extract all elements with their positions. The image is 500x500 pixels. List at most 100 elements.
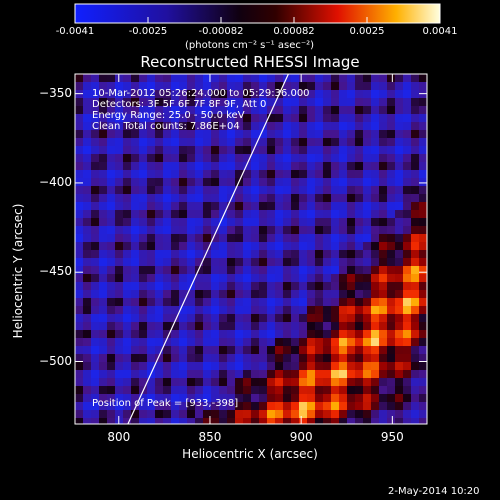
- heatmap-cell: [283, 266, 291, 274]
- heatmap-cell: [355, 386, 363, 394]
- heatmap-cell: [307, 82, 315, 90]
- heatmap-cell: [235, 258, 243, 266]
- colorbar-ticks: [74, 17, 441, 23]
- heatmap-cell: [299, 418, 307, 424]
- heatmap-cell: [147, 226, 155, 234]
- heatmap-cell: [331, 282, 339, 290]
- heatmap-cell: [275, 106, 283, 114]
- heatmap-cell: [163, 266, 171, 274]
- heatmap-cell: [235, 338, 243, 346]
- heatmap-cell: [227, 202, 235, 210]
- heatmap-cell: [379, 106, 387, 114]
- heatmap-cell: [307, 90, 315, 98]
- heatmap-cell: [163, 74, 171, 82]
- heatmap-cell: [219, 90, 227, 98]
- heatmap-cell: [147, 130, 155, 138]
- heatmap-cell: [395, 170, 403, 178]
- heatmap-cell: [187, 138, 195, 146]
- heatmap-cell: [387, 266, 395, 274]
- heatmap-cell: [163, 178, 171, 186]
- heatmap-cell: [355, 210, 363, 218]
- heatmap-cell: [171, 258, 179, 266]
- heatmap-cell: [123, 346, 131, 354]
- heatmap-cell: [115, 106, 123, 114]
- heatmap-cell: [387, 402, 395, 410]
- heatmap-cell: [211, 346, 219, 354]
- heatmap-cell: [323, 74, 331, 82]
- heatmap-cell: [123, 250, 131, 258]
- heatmap-cell: [403, 138, 411, 146]
- heatmap-cell: [387, 170, 395, 178]
- heatmap-cell: [339, 282, 347, 290]
- heatmap-cell: [307, 306, 315, 314]
- heatmap-cell: [163, 146, 171, 154]
- heatmap-cell: [387, 354, 395, 362]
- heatmap-cell: [291, 306, 299, 314]
- heatmap-cell: [251, 82, 259, 90]
- heatmap-cell: [75, 82, 83, 90]
- heatmap-cell: [203, 314, 211, 322]
- heatmap-cell: [331, 354, 339, 362]
- heatmap-cell: [99, 122, 107, 130]
- heatmap-cell: [411, 346, 419, 354]
- heatmap-cell: [131, 186, 139, 194]
- heatmap-cell: [251, 418, 259, 424]
- heatmap-cell: [131, 90, 139, 98]
- heatmap-cell: [331, 378, 339, 386]
- heatmap-cell: [147, 82, 155, 90]
- heatmap-cell: [347, 346, 355, 354]
- heatmap-cell: [219, 234, 227, 242]
- heatmap-cell: [195, 354, 203, 362]
- heatmap-cell: [107, 250, 115, 258]
- heatmap-cell: [211, 274, 219, 282]
- heatmap-cell: [331, 234, 339, 242]
- heatmap-cell: [163, 330, 171, 338]
- heatmap-cell: [163, 338, 171, 346]
- heatmap-cell: [347, 242, 355, 250]
- heatmap-cell: [299, 90, 307, 98]
- heatmap-cell: [403, 82, 411, 90]
- heatmap-cell: [91, 82, 99, 90]
- heatmap-cell: [139, 186, 147, 194]
- heatmap-cell: [131, 138, 139, 146]
- heatmap-cell: [339, 386, 347, 394]
- heatmap-cell: [251, 266, 259, 274]
- heatmap-cell: [243, 106, 251, 114]
- heatmap-cell: [299, 370, 307, 378]
- heatmap-cell: [171, 354, 179, 362]
- heatmap-cell: [123, 322, 131, 330]
- heatmap-cell: [339, 162, 347, 170]
- heatmap-cell: [211, 314, 219, 322]
- heatmap-cell: [251, 362, 259, 370]
- heatmap-cell: [227, 346, 235, 354]
- heatmap-cell: [115, 314, 123, 322]
- heatmap-cell: [251, 74, 259, 82]
- heatmap-cell: [107, 410, 115, 418]
- heatmap-cell: [347, 282, 355, 290]
- heatmap-cell: [275, 266, 283, 274]
- heatmap-cell: [219, 130, 227, 138]
- heatmap-cell: [187, 114, 195, 122]
- heatmap-cell: [363, 138, 371, 146]
- heatmap-cell: [267, 314, 275, 322]
- heatmap-cell: [139, 402, 147, 410]
- heatmap-cell: [147, 106, 155, 114]
- heatmap-cell: [339, 98, 347, 106]
- heatmap-cell: [83, 298, 91, 306]
- heatmap-cell: [83, 250, 91, 258]
- heatmap-cell: [267, 90, 275, 98]
- heatmap-cell: [227, 274, 235, 282]
- heatmap-cell: [123, 386, 131, 394]
- heatmap-cell: [387, 202, 395, 210]
- heatmap-cell: [299, 394, 307, 402]
- heatmap-cell: [291, 330, 299, 338]
- heatmap-cell: [163, 202, 171, 210]
- heatmap-cell: [315, 178, 323, 186]
- energy-range-text: Energy Range: 25.0 - 50.0 keV: [92, 110, 245, 121]
- heatmap-cell: [99, 234, 107, 242]
- heatmap-cell: [187, 258, 195, 266]
- heatmap-cell: [283, 290, 291, 298]
- heatmap-cell: [83, 354, 91, 362]
- heatmap-cell: [275, 306, 283, 314]
- heatmap-cell: [363, 186, 371, 194]
